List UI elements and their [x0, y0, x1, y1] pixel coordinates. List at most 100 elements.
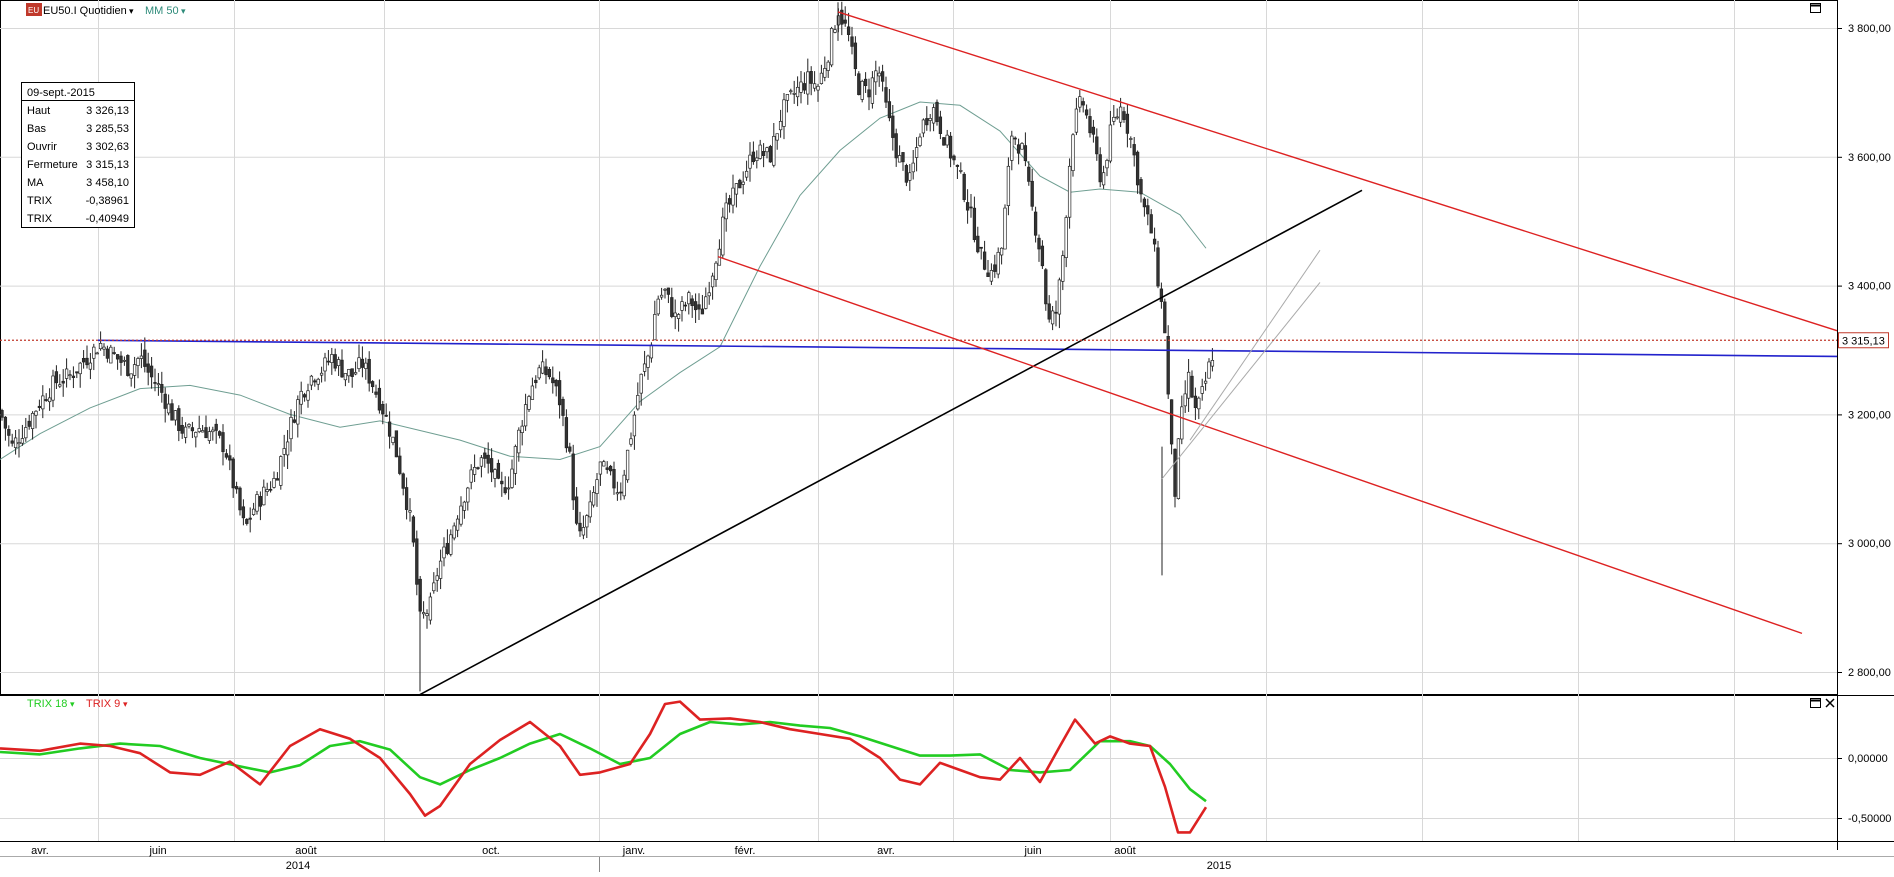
candle-body: [391, 436, 395, 443]
candle-body: [377, 387, 382, 411]
candle-body: [591, 492, 596, 506]
maximize-button[interactable]: [1810, 3, 1821, 13]
close-subpane-button[interactable]: [1825, 698, 1835, 708]
candle-body: [1061, 255, 1065, 282]
candle-body: [806, 71, 810, 95]
x-month-label: avr.: [877, 845, 895, 857]
candle-body: [27, 420, 31, 427]
moving-average-line: [0, 101, 1207, 460]
symbol-label[interactable]: EU50.I Quotidien: [43, 5, 127, 17]
chevron-down-icon[interactable]: ▾: [70, 699, 75, 709]
candle-body: [64, 368, 69, 379]
candle-body: [241, 506, 246, 519]
candle-body: [279, 456, 283, 486]
grid: [0, 0, 1837, 841]
candle-body: [785, 94, 790, 101]
support-line[interactable]: [97, 339, 1838, 358]
maximize-icon[interactable]: [1810, 698, 1821, 708]
candle-body: [911, 162, 915, 173]
ma50-line: [0, 101, 1207, 460]
candle-body: [656, 298, 660, 315]
candle-body: [24, 427, 28, 439]
trendlines: [97, 11, 1838, 696]
candle-body: [398, 455, 402, 474]
candle-body: [353, 372, 358, 375]
maximize-icon[interactable]: [1810, 3, 1821, 13]
candle-body: [319, 372, 324, 376]
candle-body: [789, 90, 793, 93]
trix9-selector[interactable]: TRIX 9: [86, 698, 120, 710]
info-label: TRIX: [27, 213, 53, 225]
candle-body: [190, 427, 195, 432]
candle-body: [462, 501, 467, 511]
symbol-icon: [26, 3, 42, 16]
candle-body: [1095, 136, 1099, 155]
candle-body: [551, 377, 555, 384]
maximize-subpane-button[interactable]: [1810, 698, 1821, 708]
trix18-line: [0, 720, 1207, 803]
candle-body: [17, 442, 21, 445]
indicator-label[interactable]: MM 50: [145, 5, 179, 17]
candle-body: [299, 390, 303, 405]
candle-body: [211, 429, 215, 433]
candle-body: [1173, 448, 1177, 497]
candle-body: [3, 416, 8, 429]
uptrend-line[interactable]: [419, 189, 1363, 696]
candle-body: [367, 358, 371, 384]
candle-body: [292, 419, 297, 423]
candle-body: [727, 198, 732, 205]
candle-body: [959, 170, 963, 172]
candle-body: [309, 375, 314, 386]
candle-body: [615, 492, 620, 495]
candle-body: [748, 154, 752, 169]
candle-body: [343, 373, 348, 381]
candle-body: [673, 312, 677, 318]
candle-body: [1030, 180, 1034, 207]
trix18-selector[interactable]: TRIX 18: [27, 698, 67, 710]
chevron-down-icon[interactable]: ▾: [129, 6, 134, 16]
info-value: -0,38961: [86, 195, 129, 207]
channel-lower-line[interactable]: [717, 255, 1803, 635]
parallel-line-upper[interactable]: [1161, 282, 1321, 480]
candle-body: [540, 361, 545, 374]
candle-body: [874, 70, 878, 83]
candle-body: [166, 403, 171, 414]
candle-body: [234, 486, 239, 490]
candle-body: [122, 359, 127, 362]
candle-body: [285, 441, 290, 456]
indicator-selector[interactable]: MM 50 ▾: [145, 5, 186, 17]
candle-body: [34, 410, 38, 416]
candle-body: [1203, 380, 1208, 384]
candle-body: [347, 369, 351, 377]
candle-body: [782, 99, 786, 127]
candle-body: [578, 522, 582, 532]
symbol-selector[interactable]: EU EU50.I Quotidien ▾: [26, 3, 134, 17]
candle-body: [693, 301, 698, 311]
candle-body: [58, 384, 62, 387]
candle-body: [1088, 116, 1092, 134]
candle-body: [952, 155, 956, 161]
candle-body: [1190, 375, 1194, 398]
channel-upper-line[interactable]: [837, 11, 1838, 332]
chevron-down-icon[interactable]: ▾: [123, 699, 128, 709]
info-value: -0,40949: [86, 213, 129, 225]
candle-body: [1146, 205, 1150, 215]
candle-body: [510, 468, 514, 488]
candle-body: [0, 410, 4, 418]
candle-body: [741, 181, 745, 185]
parallel-line-lower[interactable]: [1189, 249, 1321, 441]
candle-body: [598, 461, 603, 475]
x-month-label: avr.: [31, 845, 49, 857]
candle-body: [381, 403, 385, 415]
candle-body: [455, 518, 460, 531]
candle-body: [1044, 269, 1048, 305]
candle-body: [1129, 138, 1133, 140]
candle-body: [690, 298, 694, 307]
candle-body: [972, 207, 977, 240]
trix-tick-label: -0,50000: [1848, 813, 1891, 825]
candle-body: [224, 453, 229, 458]
candle-body: [969, 206, 973, 209]
candle-body: [187, 424, 191, 427]
chevron-down-icon[interactable]: ▾: [181, 6, 186, 16]
